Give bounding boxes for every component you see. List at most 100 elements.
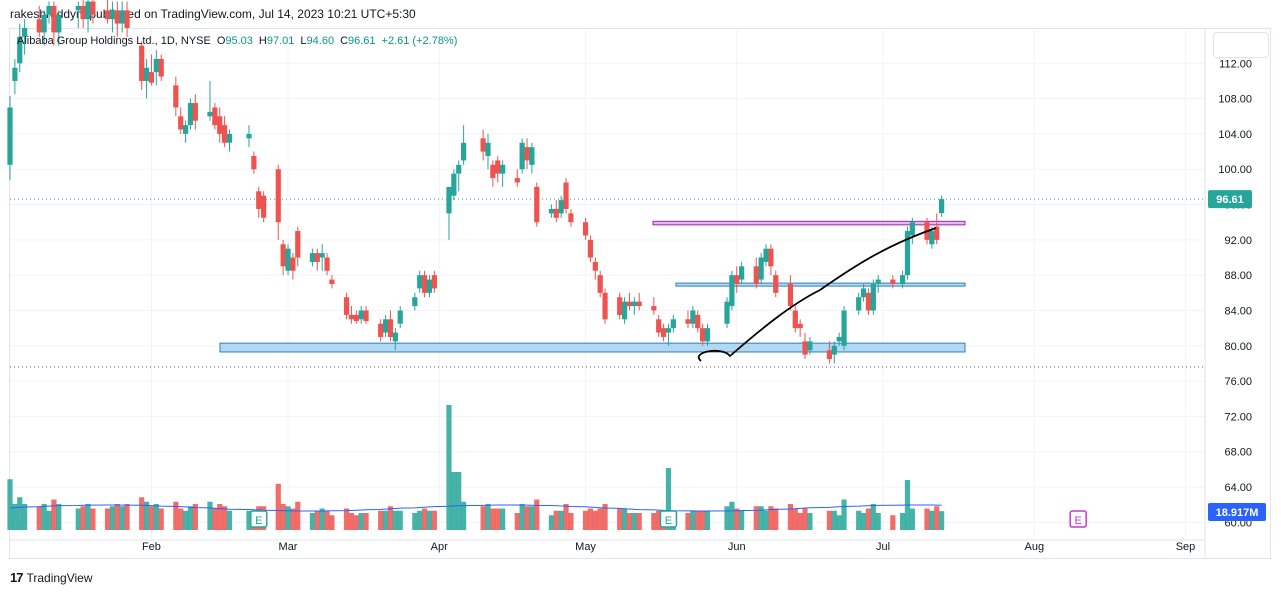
candle-body [158,58,164,77]
candle-body [41,14,47,33]
volume-bar [480,506,486,530]
candle-body [382,319,389,333]
volume-bar [621,508,628,530]
candle-body [875,279,881,284]
candle-body [582,222,589,236]
price-tick-label: 112.00 [1219,58,1252,70]
time-tick-label: Sep [1176,541,1196,553]
volume-bar [724,506,730,530]
last-price-badge [1208,190,1252,209]
candle-body [841,310,847,346]
candle-body [685,319,691,324]
volume-bar [587,508,594,530]
volume-bar [631,513,637,530]
candle-body [519,142,525,170]
volume-bar [387,506,394,530]
volume-bar [192,504,198,530]
volume-bar [485,504,491,530]
candle-body [934,226,940,240]
volume-bar [178,508,184,530]
price-tick-label: 108.00 [1218,94,1252,106]
candle-body [621,301,628,320]
chart-frame [9,28,1271,559]
candle-body [534,186,540,223]
candle-body [860,288,867,298]
volume-bar [285,506,291,530]
price-tick-label: 68.00 [1224,447,1252,459]
volume-bar [343,508,350,530]
volume-bar [139,497,145,530]
candle-body [80,5,86,20]
candle-body [773,275,779,293]
volume-bar [548,515,555,530]
volume-bar [890,515,896,530]
volume-bar [90,508,96,530]
volume-bar [295,501,301,530]
candle-body [109,10,116,20]
price-tick-label: 76.00 [1224,376,1252,388]
candle-body [865,292,872,311]
candle-body [90,1,96,15]
volume-bar [17,497,23,530]
volume-bar [246,510,252,530]
price-tick-label: 100.00 [1218,164,1252,176]
volume-bar [563,504,569,530]
volume-bar [865,508,872,530]
volume-bar [451,472,457,530]
candle-body [182,125,189,134]
candle-body [412,297,418,307]
mid-zone [675,282,966,287]
candle-body [636,301,642,307]
volume-bar [36,506,42,530]
volume-bar [358,513,364,530]
candle-body [217,116,223,134]
earnings-marker-label: E [1075,515,1082,527]
candle-body [426,279,433,293]
volume-bar [363,513,369,530]
candle-body [56,14,62,33]
volume-bar [290,508,296,530]
candle-body [387,319,394,337]
volume-bar [909,508,915,530]
volume-bar [841,499,847,530]
candle-body [178,116,184,130]
candle-body [660,328,667,337]
volume-bar [500,508,506,530]
volume-bar [768,506,774,530]
volume-bar [802,508,808,530]
volume-bar [217,504,223,530]
candle-body [929,231,935,245]
candle-body [602,292,608,320]
chart-control-box[interactable] [1213,32,1269,58]
candle-body [392,332,398,342]
candle-body [446,186,452,214]
price-change: +2.61 (+2.78%) [381,35,458,47]
volume-bar [685,513,691,530]
candle-body [739,266,745,280]
candle-body [319,253,325,258]
candle-body [353,314,359,322]
volume-bar [46,510,52,530]
volume-bar [456,472,462,530]
volume-bar [80,506,86,530]
earnings-marker-label: E [665,515,672,527]
volume-bar [826,510,833,530]
candle-body [768,248,774,267]
candle-body [143,67,150,81]
candle-body [939,199,945,214]
time-tick-label: Jul [876,541,890,553]
volume-bar [558,510,564,530]
candle-body [729,275,735,307]
candle-body [690,310,696,324]
candle-body [651,306,657,311]
volume-bar [875,513,881,530]
footer-brand[interactable]: 17 TradingView [10,570,93,585]
time-tick-label: Aug [1024,541,1044,553]
volume-bar [329,515,335,530]
volume-bar [495,508,501,530]
candle-body [802,341,808,355]
candle-body [314,253,320,262]
volume-bar [104,508,111,530]
price-tick-label: 80.00 [1224,341,1252,353]
